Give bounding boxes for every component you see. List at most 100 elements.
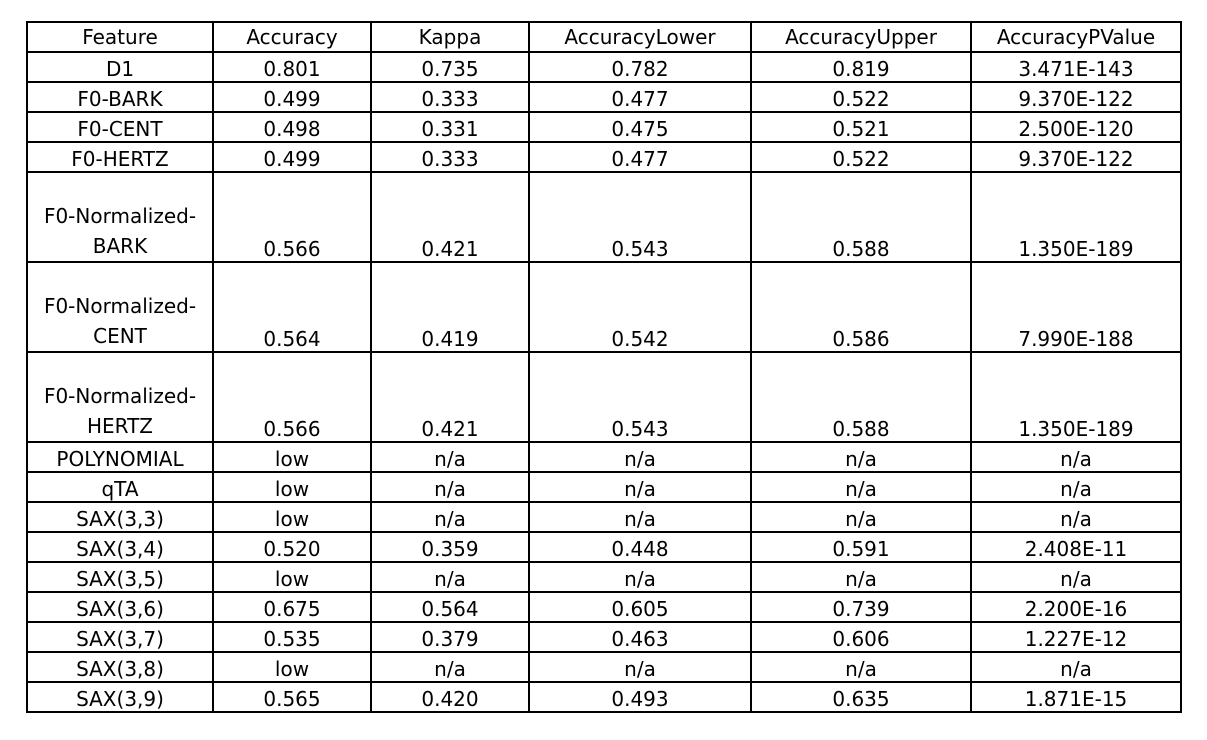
feature-line-1: F0-Normalized- bbox=[43, 294, 197, 318]
accuracy-upper-cell: n/a bbox=[750, 561, 972, 593]
accuracy-pvalue-cell: 2.408E-11 bbox=[970, 531, 1182, 563]
results-table: Feature Accuracy Kappa AccuracyLower Acc… bbox=[26, 21, 1182, 713]
feature-cell: qTA bbox=[26, 471, 214, 503]
accuracy-pvalue-cell: n/a bbox=[970, 441, 1182, 473]
table-row: F0-BARK 0.499 0.333 0.477 0.522 9.370E-1… bbox=[26, 81, 1182, 113]
feature-line-2: BARK bbox=[92, 234, 148, 258]
table-row: F0-Normalized- CENT 0.564 0.419 0.542 0.5… bbox=[26, 261, 1182, 353]
accuracy-cell: 0.566 bbox=[212, 171, 372, 263]
accuracy-lower-cell: 0.543 bbox=[528, 351, 752, 443]
kappa-cell: n/a bbox=[370, 501, 530, 533]
accuracy-upper-cell: 0.588 bbox=[750, 171, 972, 263]
table-row: F0-CENT 0.498 0.331 0.475 0.521 2.500E-1… bbox=[26, 111, 1182, 143]
accuracy-cell: 0.498 bbox=[212, 111, 372, 143]
feature-cell: F0-HERTZ bbox=[26, 141, 214, 173]
feature-cell: POLYNOMIAL bbox=[26, 441, 214, 473]
feature-cell: F0-Normalized- CENT bbox=[26, 261, 214, 353]
accuracy-pvalue-cell: 2.200E-16 bbox=[970, 591, 1182, 623]
accuracy-upper-cell: 0.588 bbox=[750, 351, 972, 443]
feature-cell: SAX(3,8) bbox=[26, 651, 214, 683]
accuracy-pvalue-cell: 3.471E-143 bbox=[970, 51, 1182, 83]
feature-cell: F0-BARK bbox=[26, 81, 214, 113]
accuracy-upper-cell: 0.739 bbox=[750, 591, 972, 623]
accuracy-lower-cell: 0.475 bbox=[528, 111, 752, 143]
kappa-cell: 0.421 bbox=[370, 171, 530, 263]
accuracy-pvalue-cell: 1.227E-12 bbox=[970, 621, 1182, 653]
accuracy-upper-cell: 0.522 bbox=[750, 81, 972, 113]
feature-cell: SAX(3,9) bbox=[26, 681, 214, 713]
accuracy-upper-cell: 0.819 bbox=[750, 51, 972, 83]
feature-cell: F0-Normalized- BARK bbox=[26, 171, 214, 263]
accuracy-lower-cell: 0.463 bbox=[528, 621, 752, 653]
accuracy-upper-cell: 0.591 bbox=[750, 531, 972, 563]
accuracy-lower-cell: 0.542 bbox=[528, 261, 752, 353]
accuracy-cell: 0.564 bbox=[212, 261, 372, 353]
accuracy-pvalue-cell: n/a bbox=[970, 651, 1182, 683]
table-row: SAX(3,9) 0.565 0.420 0.493 0.635 1.871E-… bbox=[26, 681, 1182, 713]
feature-cell: F0-Normalized- HERTZ bbox=[26, 351, 214, 443]
table-row: SAX(3,7) 0.535 0.379 0.463 0.606 1.227E-… bbox=[26, 621, 1182, 653]
accuracy-lower-cell: n/a bbox=[528, 561, 752, 593]
accuracy-upper-cell: n/a bbox=[750, 501, 972, 533]
accuracy-cell: low bbox=[212, 651, 372, 683]
feature-cell: SAX(3,5) bbox=[26, 561, 214, 593]
kappa-cell: n/a bbox=[370, 441, 530, 473]
header-feature: Feature bbox=[26, 21, 214, 53]
kappa-cell: 0.421 bbox=[370, 351, 530, 443]
table-row: POLYNOMIAL low n/a n/a n/a n/a bbox=[26, 441, 1182, 473]
accuracy-pvalue-cell: 1.350E-189 bbox=[970, 171, 1182, 263]
accuracy-cell: 0.499 bbox=[212, 81, 372, 113]
accuracy-cell: 0.520 bbox=[212, 531, 372, 563]
header-accuracy-pvalue: AccuracyPValue bbox=[970, 21, 1182, 53]
accuracy-cell: low bbox=[212, 441, 372, 473]
accuracy-pvalue-cell: n/a bbox=[970, 501, 1182, 533]
accuracy-cell: 0.566 bbox=[212, 351, 372, 443]
table-row: SAX(3,8) low n/a n/a n/a n/a bbox=[26, 651, 1182, 683]
feature-cell: SAX(3,7) bbox=[26, 621, 214, 653]
accuracy-upper-cell: 0.606 bbox=[750, 621, 972, 653]
kappa-cell: 0.331 bbox=[370, 111, 530, 143]
accuracy-lower-cell: n/a bbox=[528, 471, 752, 503]
accuracy-lower-cell: 0.782 bbox=[528, 51, 752, 83]
table-row: SAX(3,4) 0.520 0.359 0.448 0.591 2.408E-… bbox=[26, 531, 1182, 563]
accuracy-pvalue-cell: 9.370E-122 bbox=[970, 141, 1182, 173]
header-accuracy: Accuracy bbox=[212, 21, 372, 53]
accuracy-cell: 0.499 bbox=[212, 141, 372, 173]
kappa-cell: n/a bbox=[370, 651, 530, 683]
accuracy-lower-cell: 0.605 bbox=[528, 591, 752, 623]
accuracy-lower-cell: 0.477 bbox=[528, 81, 752, 113]
table-row: qTA low n/a n/a n/a n/a bbox=[26, 471, 1182, 503]
accuracy-cell: 0.565 bbox=[212, 681, 372, 713]
accuracy-lower-cell: 0.477 bbox=[528, 141, 752, 173]
accuracy-pvalue-cell: 2.500E-120 bbox=[970, 111, 1182, 143]
table-row: F0-Normalized- HERTZ 0.566 0.421 0.543 0.… bbox=[26, 351, 1182, 443]
accuracy-cell: low bbox=[212, 501, 372, 533]
feature-cell: SAX(3,4) bbox=[26, 531, 214, 563]
feature-line-1: F0-Normalized- bbox=[43, 384, 197, 408]
accuracy-cell: 0.535 bbox=[212, 621, 372, 653]
accuracy-lower-cell: 0.493 bbox=[528, 681, 752, 713]
accuracy-upper-cell: 0.521 bbox=[750, 111, 972, 143]
header-accuracy-upper: AccuracyUpper bbox=[750, 21, 972, 53]
feature-cell: SAX(3,6) bbox=[26, 591, 214, 623]
feature-line-2: CENT bbox=[93, 324, 147, 348]
feature-line-2: HERTZ bbox=[86, 414, 154, 438]
accuracy-cell: 0.675 bbox=[212, 591, 372, 623]
kappa-cell: 0.564 bbox=[370, 591, 530, 623]
kappa-cell: n/a bbox=[370, 561, 530, 593]
accuracy-cell: low bbox=[212, 561, 372, 593]
accuracy-lower-cell: n/a bbox=[528, 651, 752, 683]
kappa-cell: 0.420 bbox=[370, 681, 530, 713]
kappa-cell: 0.419 bbox=[370, 261, 530, 353]
table-row: F0-HERTZ 0.499 0.333 0.477 0.522 9.370E-… bbox=[26, 141, 1182, 173]
accuracy-pvalue-cell: 1.871E-15 bbox=[970, 681, 1182, 713]
kappa-cell: n/a bbox=[370, 471, 530, 503]
kappa-cell: 0.379 bbox=[370, 621, 530, 653]
kappa-cell: 0.333 bbox=[370, 81, 530, 113]
table-row: D1 0.801 0.735 0.782 0.819 3.471E-143 bbox=[26, 51, 1182, 83]
table-body: D1 0.801 0.735 0.782 0.819 3.471E-143 F0… bbox=[26, 51, 1182, 713]
kappa-cell: 0.359 bbox=[370, 531, 530, 563]
feature-line-1: F0-Normalized- bbox=[43, 204, 197, 228]
header-kappa: Kappa bbox=[370, 21, 530, 53]
table-row: SAX(3,3) low n/a n/a n/a n/a bbox=[26, 501, 1182, 533]
